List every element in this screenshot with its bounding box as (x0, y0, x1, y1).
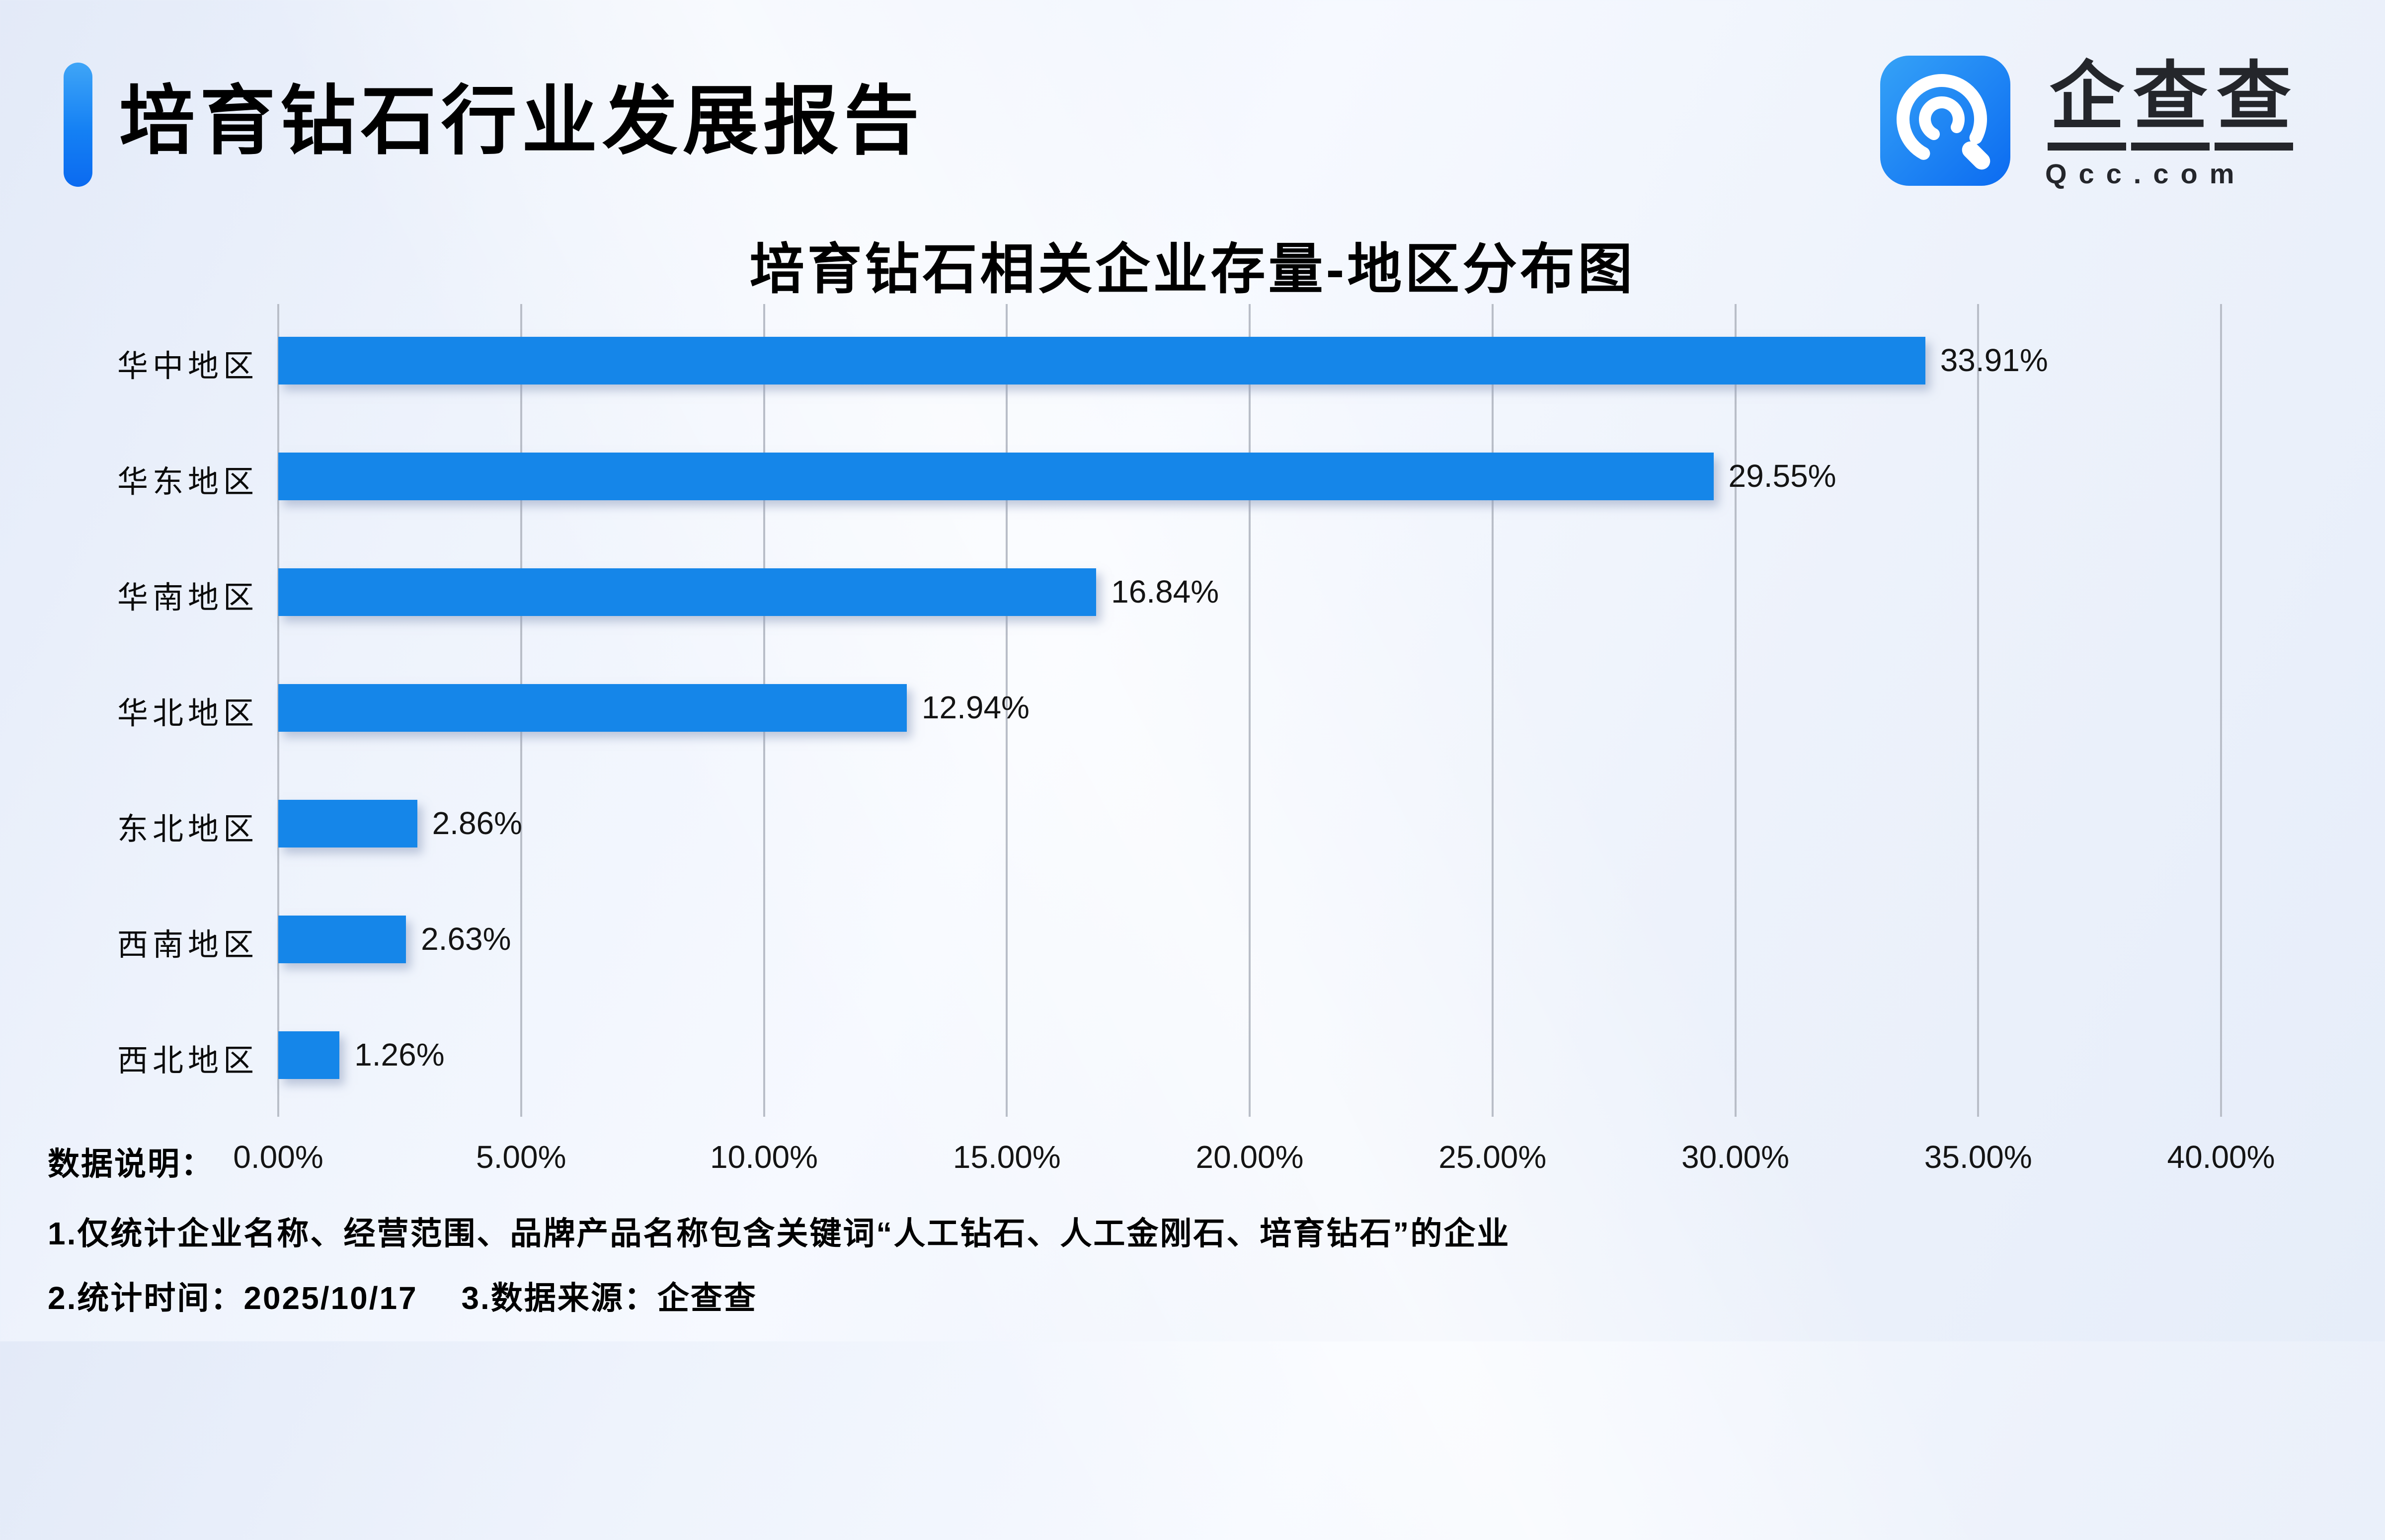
x-axis-tick: 10.00% (710, 1139, 818, 1175)
bar-西南地区 (278, 916, 406, 963)
x-axis-tick: 0.00% (233, 1139, 323, 1175)
brand-char: 企 (2047, 56, 2126, 151)
gridline-35.00% (1977, 304, 1980, 1117)
qcc-domain: Qcc.com (2045, 158, 2246, 189)
qcc-logo: 企查查 Qcc.com (1880, 56, 2296, 190)
qcc-logo-text: 企查查 Qcc.com (2045, 56, 2296, 190)
qcc-logo-icon (1880, 56, 2010, 186)
bar-西北地区 (278, 1031, 340, 1079)
chart-title: 培育钻石相关企业存量-地区分布图 (749, 239, 1636, 300)
x-axis-tick: 20.00% (1195, 1139, 1304, 1175)
bar-value-label: 33.91% (1940, 342, 2048, 378)
footer-note-1: 1.仅统计企业名称、经营范围、品牌产品名称包含关键词“人工钻石、人工金刚石、培育… (48, 1216, 1510, 1251)
y-axis-label: 西北地区 (117, 1044, 258, 1078)
y-axis-label: 华中地区 (117, 349, 258, 384)
bar-value-label: 12.94% (921, 690, 1030, 725)
bar-华中地区 (278, 337, 1925, 385)
bar-华南地区 (278, 568, 1097, 616)
bar-value-label: 2.86% (432, 805, 523, 841)
x-axis-tick: 35.00% (1924, 1139, 2032, 1175)
bar-value-label: 29.55% (1728, 458, 1836, 494)
bar-value-label: 1.26% (354, 1037, 445, 1073)
bar-value-label: 16.84% (1111, 574, 1219, 610)
brand-char: 查 (2214, 56, 2293, 151)
y-axis-label: 华南地区 (117, 581, 258, 615)
title-accent-bar (64, 63, 92, 187)
y-axis-label: 西南地区 (117, 928, 258, 962)
footer-note-2: 2.统计时间：2025/10/17 3.数据来源：企查查 (48, 1280, 757, 1316)
gridline-15.00% (1006, 304, 1008, 1117)
x-axis-tick: 15.00% (953, 1139, 1061, 1175)
x-axis-tick: 25.00% (1438, 1139, 1547, 1175)
bar-华东地区 (278, 453, 1714, 500)
gridline-40.00% (2220, 304, 2222, 1117)
gridline-20.00% (1249, 304, 1251, 1117)
y-axis-label: 华东地区 (117, 465, 258, 499)
bar-东北地区 (278, 800, 417, 847)
x-axis-tick: 40.00% (2167, 1139, 2275, 1175)
bar-华北地区 (278, 684, 907, 732)
gridline-25.00% (1491, 304, 1494, 1117)
bar-value-label: 2.63% (421, 921, 511, 957)
report-header: 培育钻石行业发展报告 企查查 Qcc.com (0, 0, 2385, 214)
x-axis-tick: 5.00% (476, 1139, 566, 1175)
y-axis-label: 东北地区 (117, 812, 258, 847)
brand-char: 查 (2131, 56, 2210, 151)
x-axis-tick: 30.00% (1681, 1139, 1790, 1175)
bar-chart: 培育钻石相关企业存量-地区分布图 0.00% 5.00% 10.00% 15.00% 2… (117, 239, 2275, 1175)
y-axis-label: 华北地区 (117, 696, 258, 731)
page-title: 培育钻石行业发展报告 (119, 79, 924, 163)
gridline-30.00% (1734, 304, 1737, 1117)
footer-data-note-label: 数据说明： (48, 1146, 214, 1182)
qcc-brand-name: 企查查 (2045, 56, 2296, 151)
